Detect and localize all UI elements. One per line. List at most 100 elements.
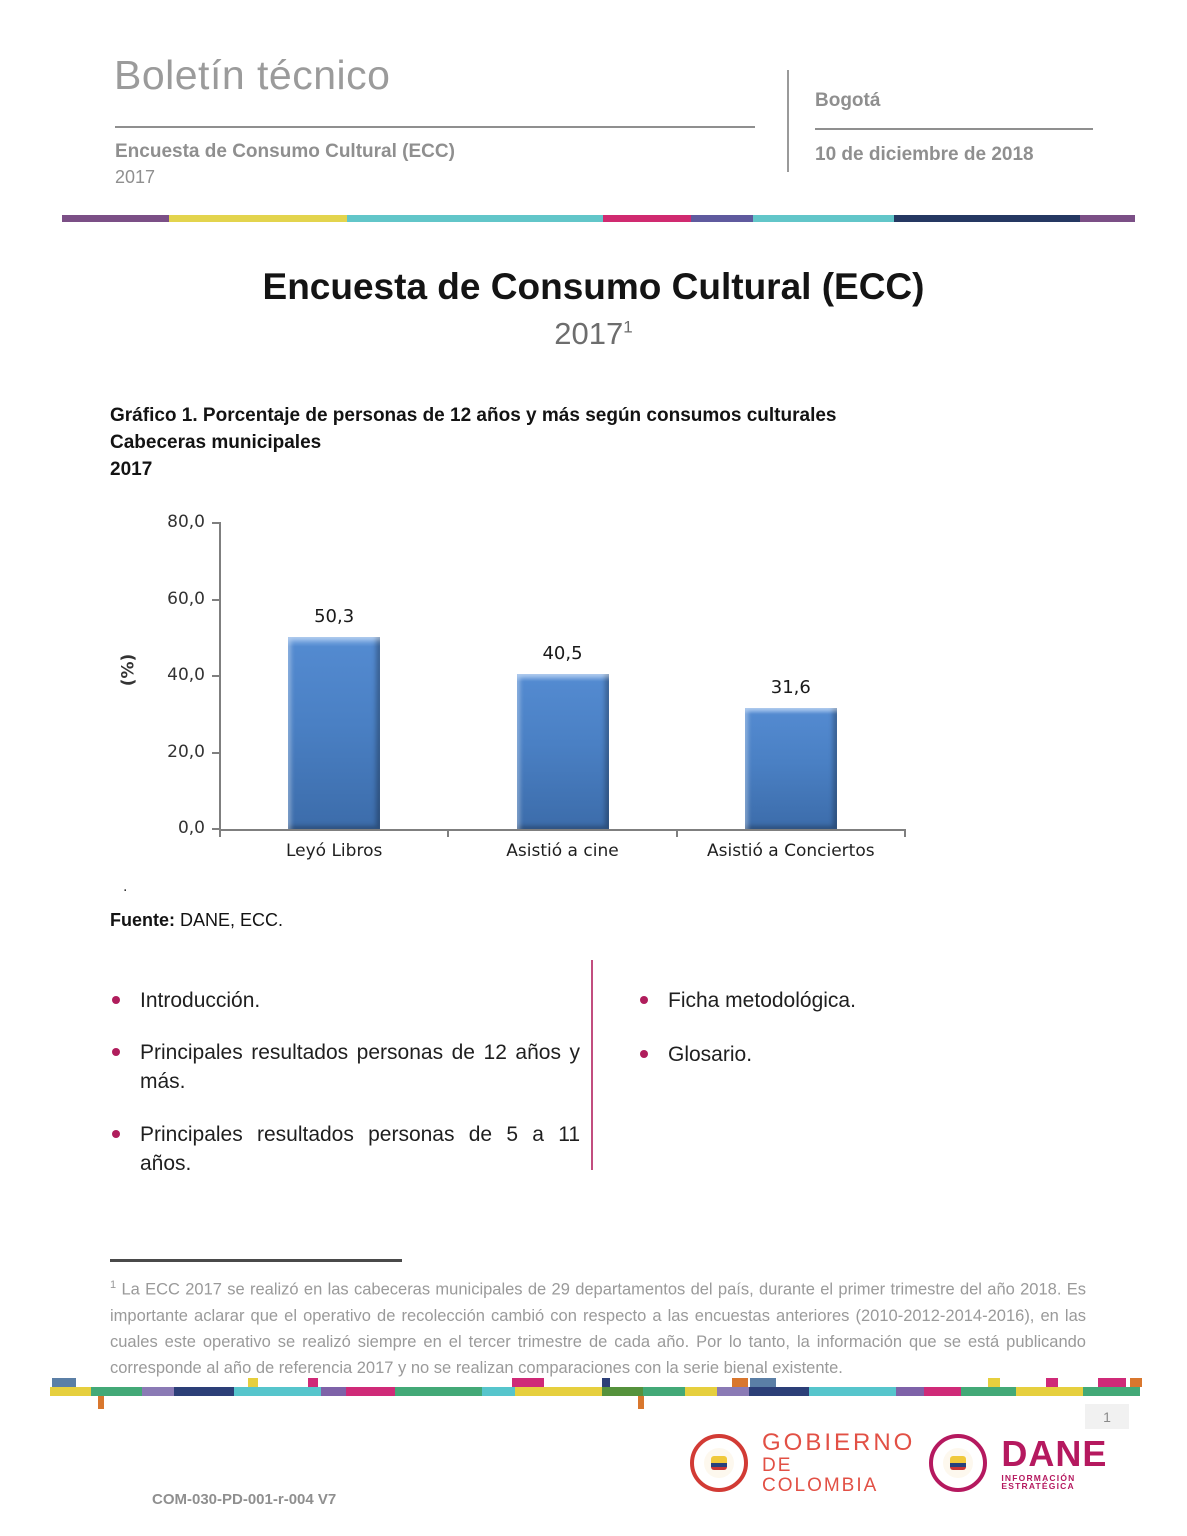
- header-survey-name: Encuesta de Consumo Cultural (ECC): [115, 141, 455, 162]
- toc-item-introduccion: Introducción.: [112, 986, 580, 1015]
- header-vertical-divider: [787, 70, 789, 172]
- dane-wordmark: DANE INFORMACIÓN ESTRATÉGICA: [1001, 1432, 1108, 1491]
- y-tick-label: 80,0: [167, 512, 205, 532]
- document-code: COM-030-PD-001-r-004 V7: [152, 1491, 337, 1508]
- footnote-ref-mark: 1: [110, 1279, 117, 1291]
- mosaic-segment: [716, 1387, 750, 1396]
- mosaic-segment: [141, 1387, 175, 1396]
- divider-segment: [347, 215, 603, 222]
- y-tick-label: 40,0: [167, 665, 205, 685]
- bar-value-label: 40,5: [542, 643, 583, 665]
- chart-bar: [516, 674, 609, 829]
- gobierno-crest-icon: [704, 1448, 734, 1478]
- chart-y-axis-line: [219, 522, 221, 830]
- divider-segment: [62, 215, 170, 222]
- toc-item-resultados-12: Principales resultados personas de 12 añ…: [112, 1038, 580, 1096]
- header-date: 10 de diciembre de 2018: [815, 144, 1034, 165]
- x-tick-mark: [675, 831, 678, 837]
- mosaic-segment: [346, 1387, 395, 1396]
- mosaic-segment: [321, 1387, 347, 1396]
- gobierno-line1: GOBIERNO: [762, 1429, 916, 1457]
- mosaic-segment: [482, 1387, 515, 1396]
- mosaic-segment: [1015, 1387, 1083, 1396]
- toc-item-label: Principales resultados personas de 12 añ…: [140, 1041, 580, 1093]
- y-tick-label: 60,0: [167, 588, 205, 609]
- bullet-icon: [112, 1130, 120, 1138]
- chart-subtitle: Cabeceras municipales: [110, 432, 322, 453]
- mosaic-block: [98, 1396, 104, 1409]
- footnote-reference-mark: 1: [623, 317, 633, 337]
- footnote-rule: [110, 1259, 402, 1262]
- mosaic-block: [512, 1378, 544, 1387]
- chart-x-axis-line: [219, 829, 906, 831]
- mosaic-segment: [960, 1387, 1016, 1396]
- chart-title: Gráfico 1. Porcentaje de personas de 12 …: [110, 405, 837, 426]
- header-rule-right: [815, 128, 1093, 130]
- footnote-text: La ECC 2017 se realizó en las cabeceras …: [110, 1280, 1086, 1377]
- mosaic-segment: [1082, 1387, 1140, 1396]
- divider-segment: [893, 215, 1081, 222]
- toc-item-label: Ficha metodológica.: [668, 989, 856, 1012]
- y-tick-mark: [212, 828, 220, 830]
- x-tick-mark: [447, 831, 450, 837]
- page-title: Encuesta de Consumo Cultural (ECC): [262, 266, 925, 307]
- dane-name: DANE: [1001, 1432, 1108, 1474]
- gobierno-colombia-logo-icon: [690, 1434, 748, 1492]
- divider-segment: [1080, 215, 1135, 222]
- dane-tagline: INFORMACIÓN ESTRATÉGICA: [1001, 1472, 1076, 1491]
- mosaic-block: [988, 1378, 1000, 1387]
- header-city: Bogotá: [815, 90, 881, 111]
- y-tick-mark: [212, 675, 220, 677]
- y-tick-label: 20,0: [167, 741, 205, 762]
- mosaic-block: [750, 1378, 776, 1387]
- mosaic-segment: [684, 1387, 717, 1396]
- dane-logo-icon: [929, 1434, 988, 1492]
- divider-segment: [169, 215, 348, 222]
- y-tick-mark: [212, 751, 220, 754]
- bullet-icon: [640, 996, 648, 1004]
- toc-vertical-divider: [591, 960, 593, 1170]
- footer-color-mosaic: [50, 1377, 1142, 1411]
- x-tick-mark: [219, 831, 221, 837]
- mosaic-block: [732, 1378, 748, 1387]
- page-number: 1: [1103, 1408, 1111, 1425]
- gobierno-line2: DE COLOMBIA: [762, 1454, 879, 1496]
- bullet-icon: [112, 996, 120, 1004]
- y-tick-mark: [212, 598, 220, 601]
- mosaic-segment: [601, 1387, 644, 1396]
- stray-period: .: [123, 878, 128, 895]
- bar-category-label: Asistió a Conciertos: [707, 841, 875, 861]
- mosaic-segment: [808, 1387, 897, 1396]
- mosaic-segment: [643, 1387, 685, 1396]
- gobierno-wordmark: GOBIERNO DE COLOMBIA: [762, 1430, 915, 1495]
- toc-item-label: Introducción.: [140, 989, 261, 1012]
- toc-item-resultados-5-11: Principales resultados personas de 5 a 1…: [112, 1120, 580, 1178]
- mosaic-segment: [50, 1387, 92, 1396]
- mosaic-block: [1098, 1378, 1126, 1387]
- divider-segment: [752, 215, 894, 222]
- page-title-year-text: 2017: [554, 316, 624, 351]
- divider-segment: [602, 215, 691, 222]
- bulletin-title: Boletín técnico: [114, 52, 391, 98]
- mosaic-block: [638, 1396, 644, 1409]
- chart-title-block: Gráfico 1. Porcentaje de personas de 12 …: [110, 402, 910, 483]
- mosaic-segment: [91, 1387, 142, 1396]
- mosaic-block: [52, 1378, 76, 1387]
- mosaic-main-row: [50, 1387, 1140, 1396]
- dane-crest-icon: [943, 1448, 974, 1478]
- footer-logos: GOBIERNO DE COLOMBIA DANE INFORMACIÓN ES…: [690, 1428, 1106, 1498]
- mosaic-segment: [174, 1387, 234, 1396]
- bullet-icon: [112, 1048, 120, 1056]
- page-number-badge: 1: [1085, 1404, 1129, 1429]
- mosaic-segment: [923, 1387, 961, 1396]
- bar-value-label: 31,6: [770, 677, 811, 699]
- chart-bar: [288, 636, 381, 829]
- mosaic-segment: [394, 1387, 483, 1396]
- top-divider-bar: [62, 215, 1135, 222]
- chart-source-label: Fuente:: [110, 910, 175, 930]
- mosaic-segment: [514, 1387, 602, 1396]
- chart-source: Fuente: DANE, ECC.: [110, 910, 283, 931]
- bar-category-label: Asistió a cine: [506, 841, 619, 861]
- bullet-icon: [640, 1050, 648, 1058]
